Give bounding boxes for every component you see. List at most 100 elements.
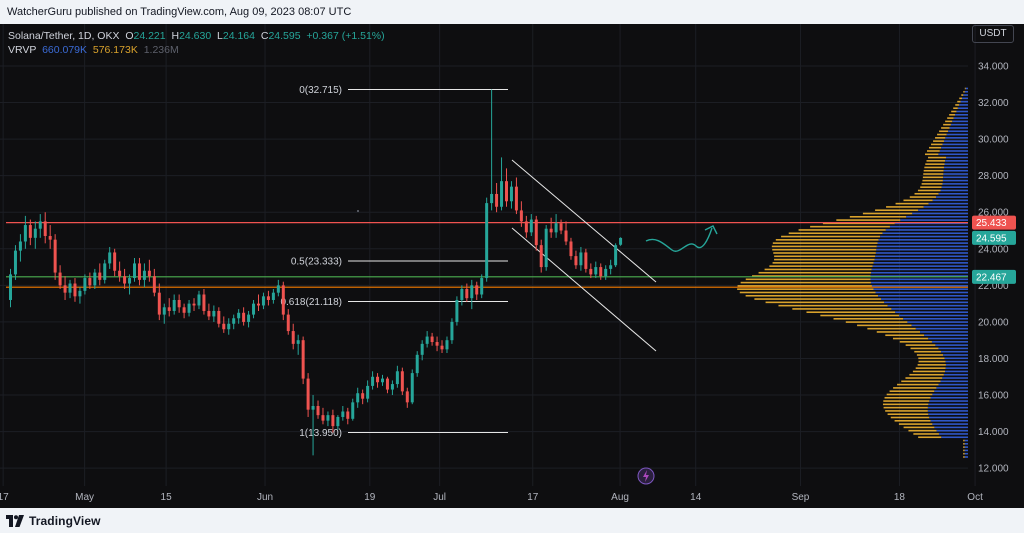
candle-body: [614, 245, 618, 266]
volume-profile-bar-up: [932, 393, 968, 396]
legend-close: 24.595: [268, 30, 301, 42]
volume-profile-bar-down: [889, 390, 935, 392]
candle-body: [83, 278, 87, 291]
volume-profile-bar-down: [772, 248, 877, 251]
volume-profile-bar-down: [963, 449, 965, 452]
candle-body: [395, 371, 399, 385]
volume-profile-bar-up: [945, 364, 968, 366]
volume-profile-bar-down: [961, 94, 964, 96]
projection-curve[interactable]: [645, 227, 713, 252]
projection-path[interactable]: [645, 225, 718, 252]
volume-profile-bar-up: [880, 235, 968, 238]
candle-body: [405, 391, 409, 403]
volume-profile-bar-up: [920, 331, 968, 333]
candle-body: [465, 289, 469, 299]
volume-profile-bar-up: [953, 117, 968, 119]
candle-body: [440, 345, 444, 350]
volume-profile-bar-up: [941, 186, 968, 188]
volume-profile-bar-down: [758, 271, 872, 274]
x-tick-label: 15: [161, 492, 173, 503]
volume-profile-bar-down: [963, 456, 965, 458]
volume-profile-bar-up: [952, 120, 968, 123]
volume-profile-bar-down: [752, 275, 871, 277]
fib-level-label: 0.618(21.118): [280, 297, 342, 308]
candle-body: [33, 228, 37, 238]
candle-body: [589, 268, 593, 275]
time-axis[interactable]: 17 May 15 Jun 19 Jul 17 Aug 14 Sep 18 Oct: [0, 492, 983, 503]
volume-profile-bar-down: [884, 396, 931, 399]
volume-profile-bar-down: [963, 443, 965, 445]
candle-body: [73, 283, 77, 297]
volume-profile-bar-down: [918, 360, 946, 363]
volume-profile-bar-up: [943, 169, 968, 172]
candle-body: [579, 252, 583, 266]
candle-body: [435, 342, 439, 346]
volume-profile-bar-up: [929, 416, 968, 419]
volume-profile-bar-up: [870, 278, 968, 281]
y-tick-label: 28.000: [978, 171, 1009, 182]
x-tick-label: Oct: [967, 492, 983, 503]
candle-body: [58, 272, 62, 286]
volume-profile-bar-up: [965, 87, 968, 90]
legend-symbol: Solana/Tether, 1D, OKX: [8, 30, 120, 42]
volume-profile-bar-down: [894, 419, 931, 422]
candle-body: [152, 276, 156, 293]
volume-profile-bar-up: [923, 206, 968, 208]
volume-profile-bar-up: [942, 179, 968, 182]
volume-profile-bar-up: [950, 123, 968, 126]
volume-profile-bar-down: [901, 380, 941, 383]
legend-open: 24.221: [133, 30, 166, 42]
volume-profile-bar-down: [775, 239, 879, 241]
volume-profile-bar-up: [955, 113, 968, 116]
volume-profile-bar-down: [845, 321, 908, 323]
projection-arrowhead[interactable]: [704, 225, 718, 235]
volume-profile-bar-down: [922, 179, 943, 182]
candle-body: [157, 292, 161, 315]
volume-profile-bar-down: [917, 364, 946, 366]
volume-profile-bar-down: [792, 308, 892, 310]
volume-profile-bar-up: [938, 433, 968, 435]
candle-body: [162, 307, 166, 315]
volume-profile-bar-up: [887, 304, 968, 307]
channel-upper-line[interactable]: [511, 159, 657, 283]
currency-button[interactable]: USDT: [972, 25, 1014, 43]
fibonacci-retracement[interactable]: 0(32.715) 0.5(23.333) 0.618(21.118) 1(13.95…: [280, 85, 508, 439]
volume-profile-bar-down: [925, 163, 945, 165]
volume-profile-bar-down: [943, 123, 951, 126]
fib-level-label: 0(32.715): [299, 85, 342, 96]
volume-profile-bar-down: [898, 423, 933, 425]
volume-profile-bar-down: [909, 196, 937, 198]
candle-body: [351, 402, 355, 419]
y-tick-label: 20.000: [978, 317, 1009, 328]
candle-body: [505, 181, 508, 202]
candle-body: [113, 252, 117, 271]
candle-body: [222, 323, 226, 330]
volume-profile-bar-down: [918, 357, 945, 360]
legend-vrvp-row: VRVP 660.079K 576.173K 1.236M: [8, 43, 385, 57]
candle-body: [167, 307, 171, 311]
channel-lower-line[interactable]: [511, 227, 657, 352]
volume-profile-bar-down: [810, 225, 890, 228]
volume-profile-bar-up: [946, 156, 968, 159]
y-tick-label: 24.000: [978, 244, 1009, 255]
volume-profile-bar-up: [957, 107, 968, 110]
volume-profile-bar-up: [907, 321, 968, 323]
volume-profile-bar-up: [871, 268, 968, 271]
candle-body: [301, 340, 305, 379]
price-chart[interactable]: 0(32.715) 0.5(23.333) 0.618(21.118) 1(13.95…: [0, 24, 1024, 508]
volume-profile-bar-down: [929, 146, 942, 149]
volume-profile-bar-down: [923, 173, 944, 175]
chart-area[interactable]: 0(32.715) 0.5(23.333) 0.618(21.118) 1(13.95…: [0, 24, 1024, 508]
candle-body: [415, 354, 419, 374]
volume-profile-bar-up: [942, 377, 968, 379]
candle-body: [133, 263, 136, 279]
candle-body: [137, 263, 141, 280]
volume-profile-bar-down: [740, 281, 871, 284]
candle-body: [123, 276, 127, 284]
volume-profile-bar-up: [927, 410, 968, 412]
price-axis[interactable]: 34.000 32.000 30.000 28.000 26.000 24.000 22.0…: [978, 62, 1009, 475]
volume-profile-bar-up: [941, 146, 968, 149]
candle-body: [182, 307, 186, 313]
lightning-icon[interactable]: [637, 467, 655, 485]
volume-profile-bar-down: [963, 90, 965, 93]
